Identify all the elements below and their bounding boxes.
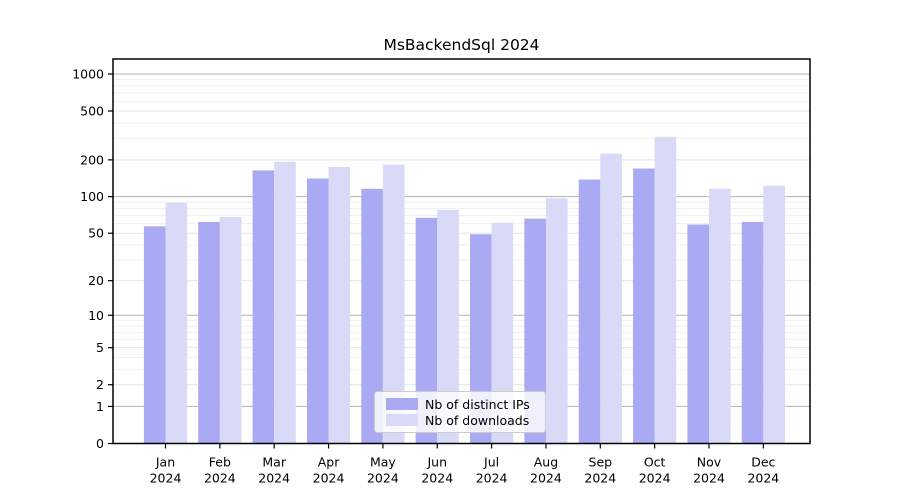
- x-tick-label-month: May: [370, 455, 396, 470]
- x-tick-label-month: Jun: [426, 455, 447, 470]
- x-tick-label-year: 2024: [150, 471, 182, 486]
- bar-jun-downloads: [437, 209, 459, 444]
- bar-aug-ips: [524, 218, 546, 444]
- bar-jun-ips: [415, 217, 438, 444]
- bar-apr-downloads: [328, 166, 351, 444]
- bar-mar-downloads: [274, 161, 296, 444]
- x-tick-label-month: Jan: [155, 455, 175, 470]
- legend-label-distinct-ips: Nb of distinct IPs: [425, 396, 530, 412]
- x-tick-label-year: 2024: [639, 471, 671, 486]
- y-tick-label: 5: [96, 340, 104, 355]
- x-tick-label-year: 2024: [747, 471, 779, 486]
- y-tick-label: 1000: [72, 67, 104, 82]
- x-tick-label-year: 2024: [367, 471, 399, 486]
- legend-label-downloads: Nb of downloads: [425, 412, 530, 428]
- x-tick-label-year: 2024: [530, 471, 562, 486]
- bar-nov-ips: [687, 224, 709, 444]
- bar-apr-ips: [306, 178, 329, 444]
- x-tick-label-year: 2024: [421, 471, 453, 486]
- x-tick-label-month: Dec: [751, 455, 775, 470]
- x-tick-label-month: Jul: [483, 455, 499, 470]
- legend-swatch-downloads: [386, 414, 418, 426]
- y-tick-label: 20: [88, 273, 104, 288]
- bar-aug-downloads: [545, 198, 568, 444]
- x-tick-label-year: 2024: [476, 471, 508, 486]
- y-tick-label: 200: [80, 152, 104, 167]
- plot-border: [112, 58, 811, 445]
- bar-feb-ips: [198, 221, 220, 444]
- legend-swatch-distinct-ips: [386, 398, 418, 410]
- x-tick-label-year: 2024: [693, 471, 725, 486]
- bar-mar-ips: [252, 170, 275, 444]
- bar-oct-downloads: [654, 136, 677, 444]
- bar-nov-downloads: [709, 188, 731, 444]
- y-tick-label: 1: [96, 399, 104, 414]
- bar-dec-ips: [741, 221, 764, 444]
- x-tick-label-month: Nov: [697, 455, 722, 470]
- bar-sep-downloads: [600, 153, 622, 444]
- chart-title: MsBackendSql 2024: [383, 36, 540, 54]
- legend-item-distinct-ips: Nb of distinct IPs: [386, 397, 537, 412]
- x-tick-label-year: 2024: [584, 471, 616, 486]
- x-tick-label-month: Sep: [589, 455, 613, 470]
- x-tick-label-year: 2024: [258, 471, 290, 486]
- bar-oct-ips: [633, 168, 655, 444]
- bar-jan-downloads: [165, 202, 188, 444]
- x-tick-label-month: Apr: [318, 455, 340, 470]
- x-tick-label-year: 2024: [204, 471, 236, 486]
- bar-may-ips: [361, 188, 383, 444]
- x-tick-label-year: 2024: [313, 471, 345, 486]
- y-tick-label: 50: [88, 226, 104, 241]
- y-tick-label: 500: [80, 104, 104, 119]
- y-tick-label: 100: [80, 189, 104, 204]
- y-tick-label: 0: [96, 436, 104, 451]
- legend-item-downloads: Nb of downloads: [386, 413, 537, 428]
- x-tick-label-month: Feb: [209, 455, 231, 470]
- legend: Nb of distinct IPs Nb of downloads: [374, 391, 546, 433]
- bar-feb-downloads: [219, 217, 242, 444]
- x-tick-label-month: Oct: [644, 455, 666, 470]
- bar-sep-ips: [578, 179, 601, 444]
- bar-jan-ips: [143, 226, 166, 444]
- y-tick-label: 2: [96, 377, 104, 392]
- bar-may-downloads: [382, 164, 405, 444]
- x-tick-label-month: Aug: [534, 455, 558, 470]
- y-tick-label: 10: [88, 308, 104, 323]
- x-tick-label-month: Mar: [262, 455, 286, 470]
- bar-dec-downloads: [763, 185, 785, 444]
- bar-jul-downloads: [491, 222, 514, 444]
